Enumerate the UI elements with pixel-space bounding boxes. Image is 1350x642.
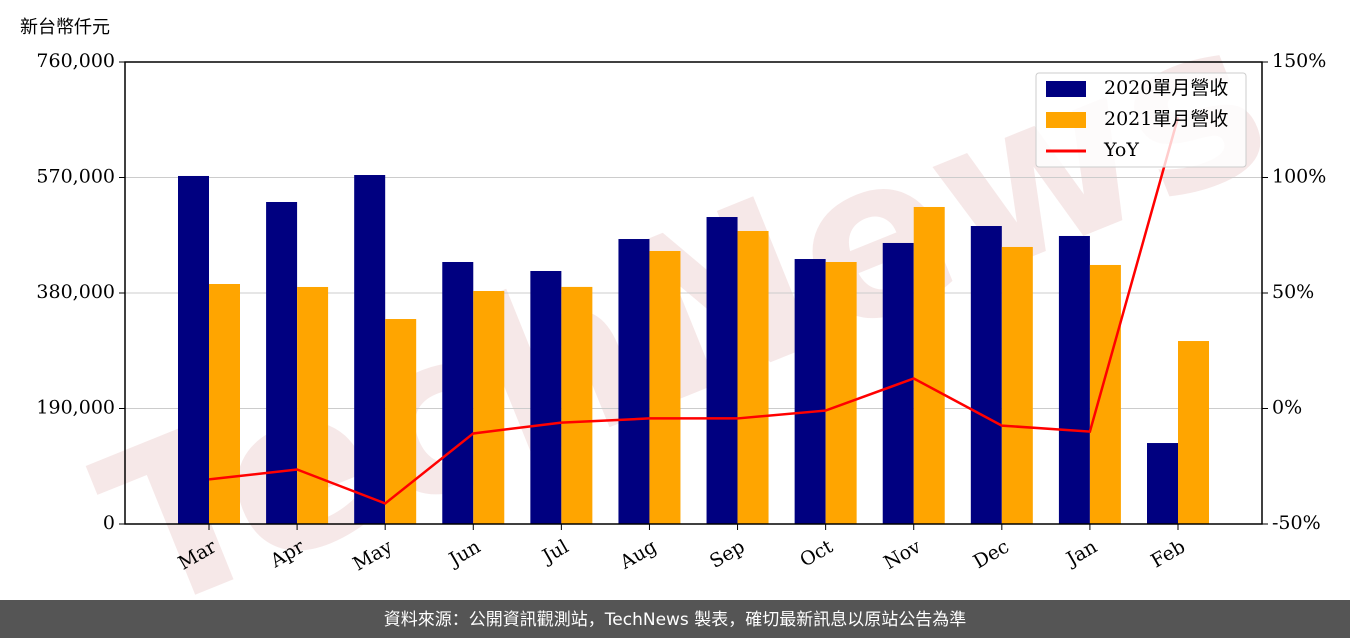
y-tick-label: 380,000: [36, 281, 115, 303]
y-axis-label: 新台幣仟元: [20, 17, 110, 38]
bar: [178, 175, 209, 524]
bar: [825, 261, 857, 524]
bar: [473, 290, 505, 524]
y2-tick-label: 50%: [1272, 281, 1314, 303]
legend-swatch: [1046, 81, 1086, 97]
bar: [354, 175, 386, 524]
bar: [1147, 443, 1178, 524]
y2-tick-label: 0%: [1272, 397, 1302, 419]
legend-label: YoY: [1103, 139, 1139, 161]
bar: [1058, 235, 1090, 524]
bar: [266, 201, 298, 524]
bar: [530, 270, 562, 524]
bar: [618, 239, 650, 524]
bar: [1001, 246, 1033, 524]
bar: [913, 206, 945, 524]
bar: [1089, 264, 1121, 524]
footer: 資料來源：公開資訊觀測站，TechNews 製表，確切最新訊息以原站公告為準: [384, 610, 966, 630]
footer-band: [0, 600, 1350, 638]
y2-tick-label: -50%: [1272, 512, 1321, 534]
y-tick-label: 0: [103, 512, 115, 534]
y-tick-label: 570,000: [36, 166, 115, 188]
x-tick-label: Nov: [880, 535, 925, 574]
bar: [209, 284, 240, 524]
bar: [706, 217, 738, 524]
y-tick-label: 190,000: [36, 397, 115, 419]
bar: [649, 250, 681, 524]
x-tick-label: Sep: [706, 536, 749, 573]
yoy-line: [208, 117, 1180, 505]
bar: [561, 286, 593, 524]
y2-tick-label: 150%: [1272, 50, 1326, 72]
x-tick-label: Oct: [796, 535, 837, 571]
legend-label: 2021單月營收: [1104, 108, 1228, 130]
x-tick-label: Dec: [970, 536, 1013, 574]
x-tick-label: Aug: [616, 536, 661, 575]
x-tick-label: Feb: [1147, 536, 1189, 573]
bar: [737, 230, 769, 524]
x-tick-label: Jan: [1061, 536, 1101, 572]
bar: [1178, 341, 1209, 524]
bar: [297, 286, 329, 524]
bar: [794, 259, 826, 524]
legend-swatch: [1046, 112, 1086, 128]
y-tick-label: 760,000: [36, 50, 115, 72]
bar: [442, 261, 474, 524]
bar: [385, 319, 417, 524]
legend-box: [1035, 72, 1247, 168]
legend-label: 2020單月營收: [1104, 77, 1228, 99]
plot-frame: [124, 61, 1263, 525]
y2-tick-label: 100%: [1272, 166, 1326, 188]
bar: [970, 226, 1002, 524]
x-tick-label: Jul: [537, 536, 572, 569]
